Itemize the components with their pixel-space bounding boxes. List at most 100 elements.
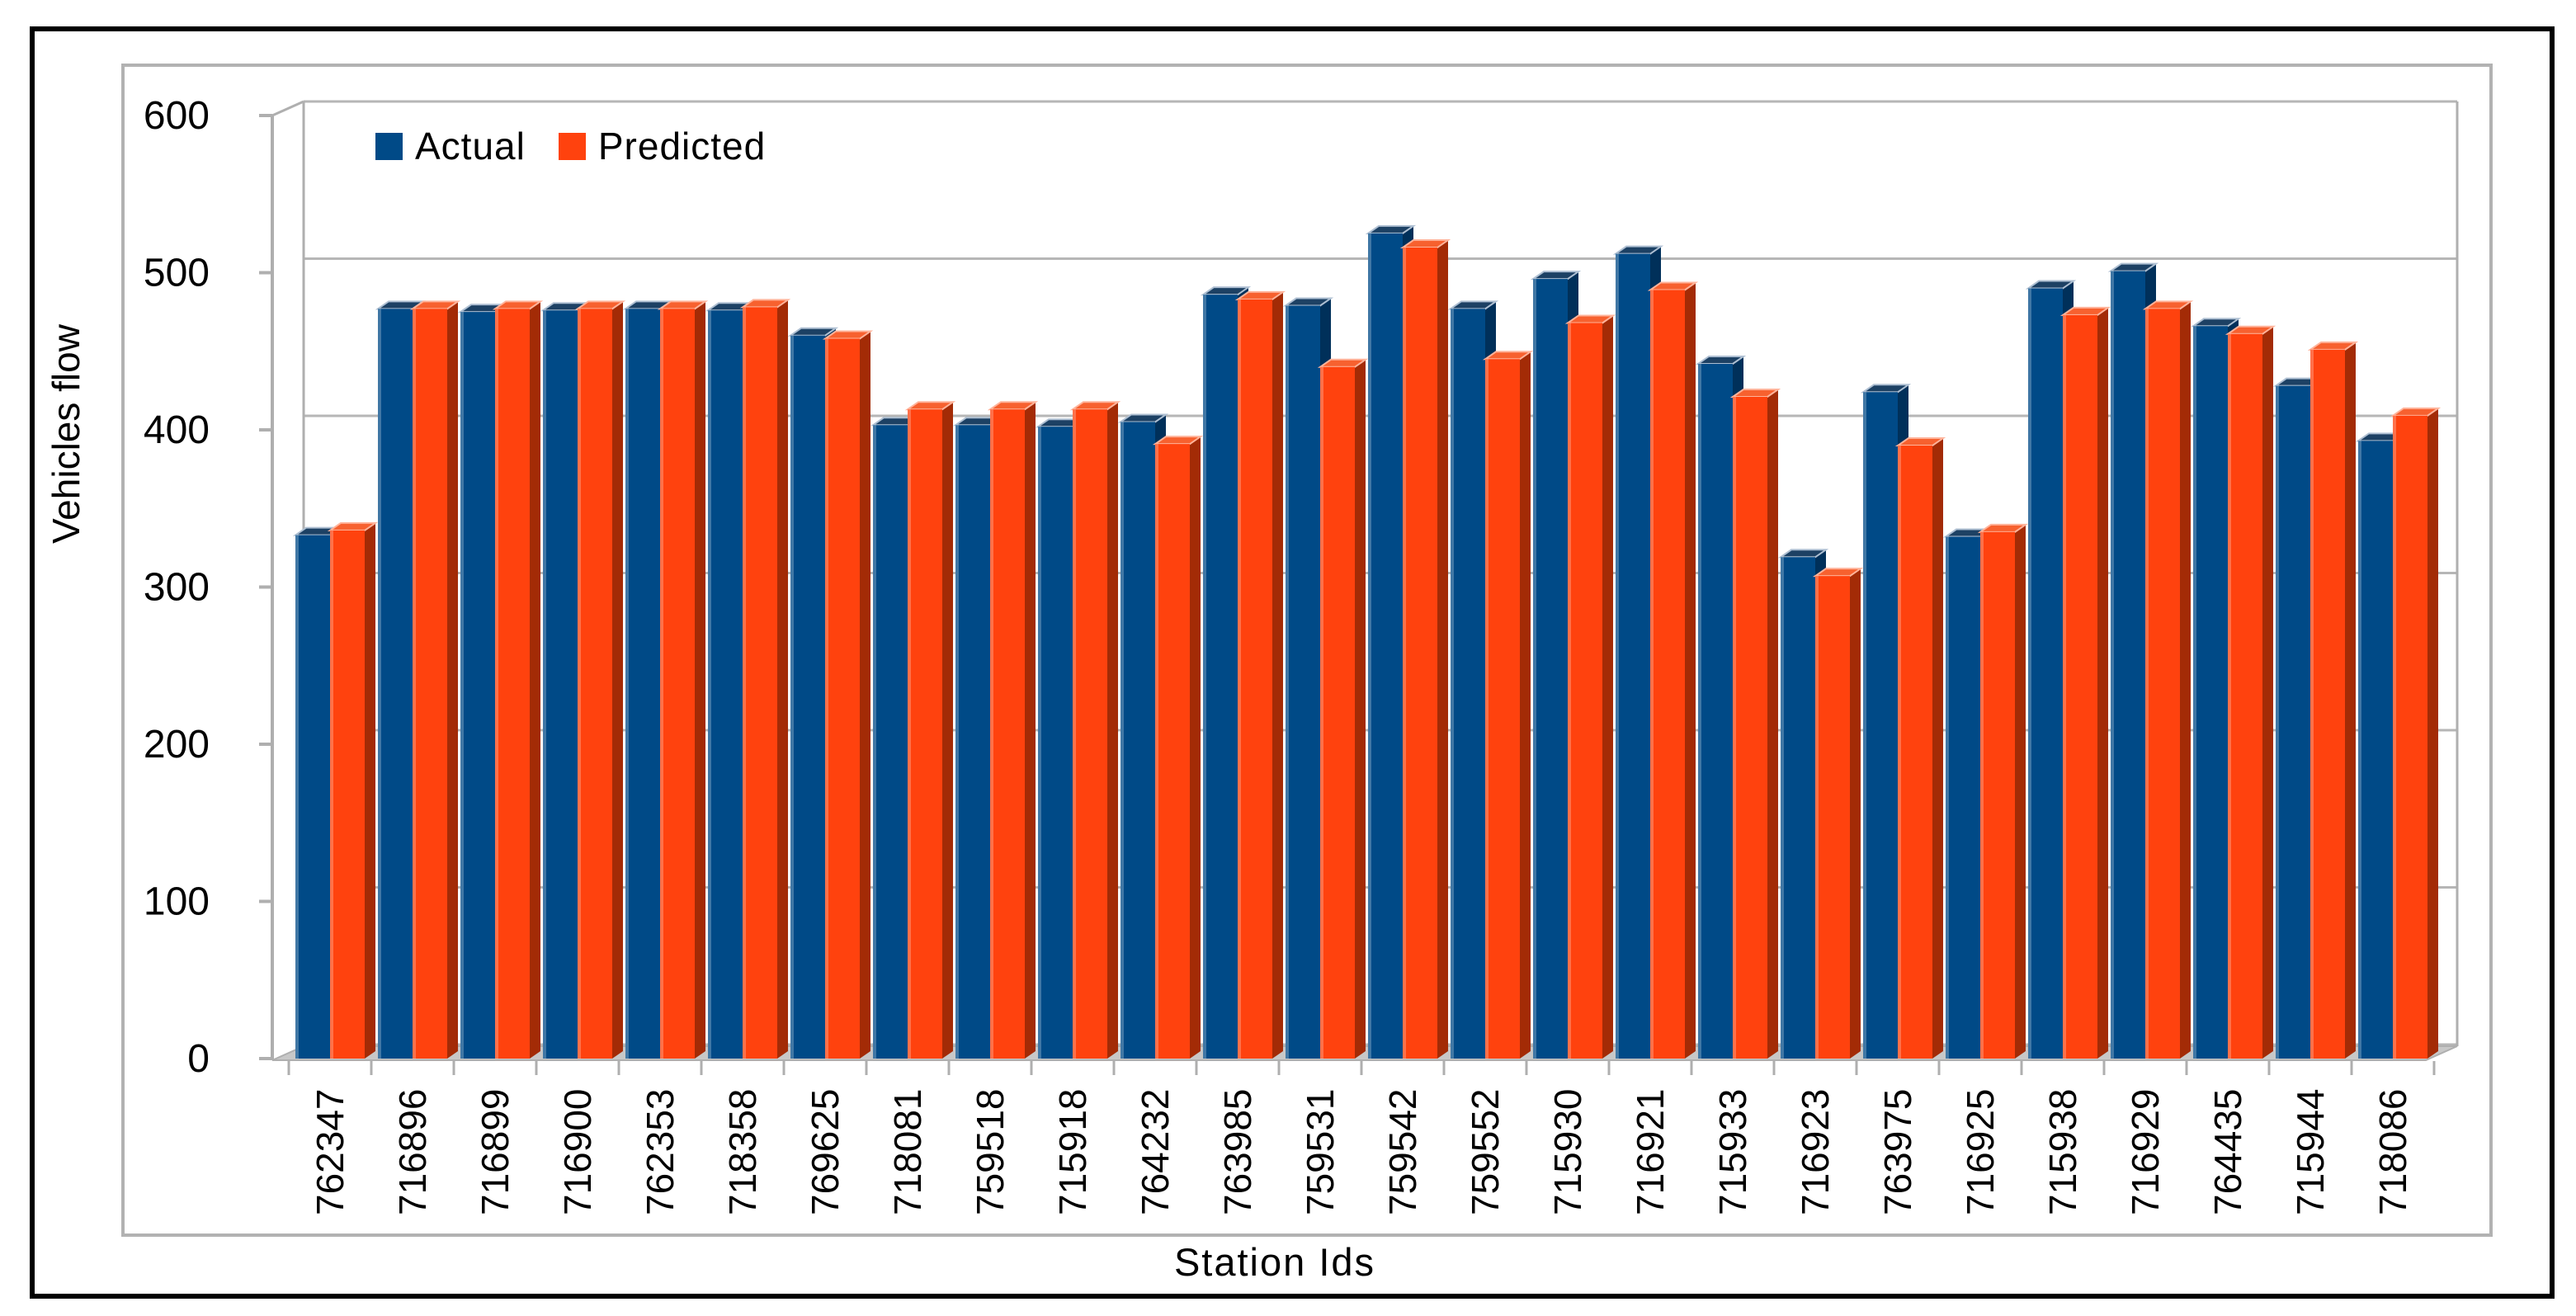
bar-predicted-716929-side — [2180, 301, 2191, 1059]
x-category-label-718081: 718081 — [886, 1089, 929, 1216]
bar-actual-759552 — [1451, 309, 1485, 1059]
bar-actual-764232 — [1121, 422, 1155, 1059]
bar-actual-762353 — [625, 309, 660, 1059]
bar-predicted-715918 — [1073, 409, 1107, 1059]
bar-predicted-715938-highlight — [2063, 314, 2066, 1059]
bar-predicted-715933-side — [1767, 389, 1778, 1059]
bar-predicted-715938-side — [2097, 307, 2108, 1059]
bar-predicted-762347 — [330, 530, 365, 1059]
bar-predicted-718358-highlight — [743, 307, 746, 1059]
bar-actual-715918 — [1038, 427, 1073, 1059]
bar-predicted-762353 — [660, 309, 695, 1059]
bar-predicted-716896 — [413, 309, 447, 1059]
bar-predicted-762347-side — [365, 522, 375, 1059]
bar-actual-763975-highlight — [1863, 392, 1866, 1059]
x-category-label-715938: 715938 — [2041, 1089, 2084, 1216]
bar-predicted-759542-highlight — [1403, 248, 1406, 1059]
figure-border — [30, 26, 2555, 1299]
x-category-label-718086: 718086 — [2371, 1089, 2414, 1216]
bar-predicted-718086-highlight — [2393, 415, 2396, 1059]
x-category-label-764232: 764232 — [1134, 1089, 1177, 1216]
x-category-label-716896: 716896 — [391, 1089, 434, 1216]
bar-predicted-759542-side — [1437, 240, 1448, 1059]
bar-predicted-716925-side — [2015, 524, 2026, 1059]
y-tick-label-100: 100 — [144, 880, 210, 924]
x-category-label-762347: 762347 — [309, 1089, 351, 1216]
legend-swatch-predicted — [558, 132, 586, 160]
bar-actual-762353-highlight — [625, 309, 629, 1059]
x-category-label-716900: 716900 — [556, 1089, 599, 1216]
bar-actual-716923 — [1781, 557, 1815, 1059]
y-tick-label-400: 400 — [144, 408, 210, 452]
bar-actual-715933 — [1698, 363, 1733, 1059]
bar-predicted-716921 — [1650, 290, 1685, 1059]
bar-predicted-759531-highlight — [1320, 366, 1323, 1059]
bar-predicted-718358 — [743, 307, 777, 1059]
bar-predicted-716929 — [2145, 309, 2180, 1059]
bar-predicted-716923-side — [1850, 568, 1861, 1059]
bar-predicted-715930-highlight — [1568, 323, 1571, 1059]
bar-actual-715944 — [2276, 385, 2310, 1059]
bar-predicted-716923 — [1815, 576, 1850, 1059]
bar-predicted-762353-highlight — [660, 309, 663, 1059]
y-tick-label-200: 200 — [144, 723, 210, 766]
bar-actual-715930-highlight — [1533, 279, 1536, 1059]
bar-actual-716899 — [460, 312, 495, 1059]
bar-predicted-715933 — [1733, 396, 1767, 1059]
bar-predicted-764232 — [1155, 444, 1190, 1059]
bar-predicted-716899-side — [530, 301, 540, 1059]
wall-top-corner — [271, 100, 304, 117]
bar-predicted-763985-highlight — [1238, 299, 1241, 1059]
bar-actual-716899-highlight — [460, 312, 464, 1059]
bar-predicted-716900-side — [612, 301, 623, 1059]
x-category-label-715944: 715944 — [2289, 1089, 2332, 1216]
y-tick-label-500: 500 — [144, 252, 210, 295]
bar-predicted-716929-highlight — [2145, 309, 2149, 1059]
x-category-label-763985: 763985 — [1216, 1089, 1259, 1216]
bar-predicted-716900-highlight — [578, 309, 581, 1059]
bar-actual-716929 — [2111, 271, 2145, 1059]
bar-predicted-715938 — [2063, 314, 2097, 1059]
x-category-label-759542: 759542 — [1381, 1089, 1424, 1216]
bar-predicted-716896-highlight — [413, 309, 416, 1059]
bar-predicted-762347-highlight — [330, 530, 333, 1059]
bar-actual-715933-highlight — [1698, 363, 1701, 1059]
x-category-label-716899: 716899 — [474, 1089, 517, 1216]
bar-predicted-769625-highlight — [825, 338, 828, 1059]
x-category-label-763975: 763975 — [1876, 1089, 1919, 1216]
bar-predicted-764435-side — [2262, 326, 2273, 1059]
bar-predicted-759531-side — [1355, 359, 1366, 1059]
bar-predicted-759518-highlight — [990, 409, 993, 1059]
bar-actual-764435-highlight — [2193, 326, 2196, 1059]
bar-actual-763985-highlight — [1203, 295, 1206, 1059]
bar-actual-759531 — [1286, 305, 1320, 1059]
bar-actual-763975 — [1863, 392, 1898, 1059]
bar-actual-759531-highlight — [1286, 305, 1289, 1059]
bar-actual-716900-highlight — [543, 310, 546, 1059]
bar-actual-718081-highlight — [873, 425, 876, 1059]
bar-actual-715944-highlight — [2276, 385, 2279, 1059]
bar-predicted-715930-side — [1602, 315, 1613, 1059]
bar-predicted-759552-side — [1520, 351, 1531, 1059]
bar-predicted-716921-side — [1685, 282, 1696, 1059]
bar-actual-715938 — [2028, 288, 2063, 1059]
bar-predicted-762353-side — [695, 301, 705, 1059]
bar-predicted-716899-highlight — [495, 309, 498, 1059]
bar-predicted-715944-highlight — [2310, 349, 2314, 1059]
x-category-label-715918: 715918 — [1051, 1089, 1094, 1216]
bar-predicted-764435 — [2228, 333, 2262, 1059]
bar-actual-718086-highlight — [2358, 441, 2361, 1059]
legend-swatch-actual — [375, 132, 403, 160]
x-category-label-762353: 762353 — [639, 1089, 682, 1216]
x-axis-title: Station Ids — [1173, 1240, 1376, 1284]
bar-predicted-759552-highlight — [1485, 359, 1489, 1059]
x-category-label-716929: 716929 — [2124, 1089, 2167, 1216]
bar-predicted-718081-highlight — [908, 409, 911, 1059]
bar-predicted-764232-highlight — [1155, 444, 1158, 1059]
bar-actual-759542-highlight — [1368, 233, 1371, 1059]
bar-predicted-715944 — [2310, 349, 2345, 1059]
bar-predicted-764435-highlight — [2228, 333, 2231, 1059]
bar-actual-759518 — [955, 425, 990, 1059]
bar-predicted-718358-side — [777, 300, 788, 1059]
x-category-label-716925: 716925 — [1959, 1089, 2002, 1216]
